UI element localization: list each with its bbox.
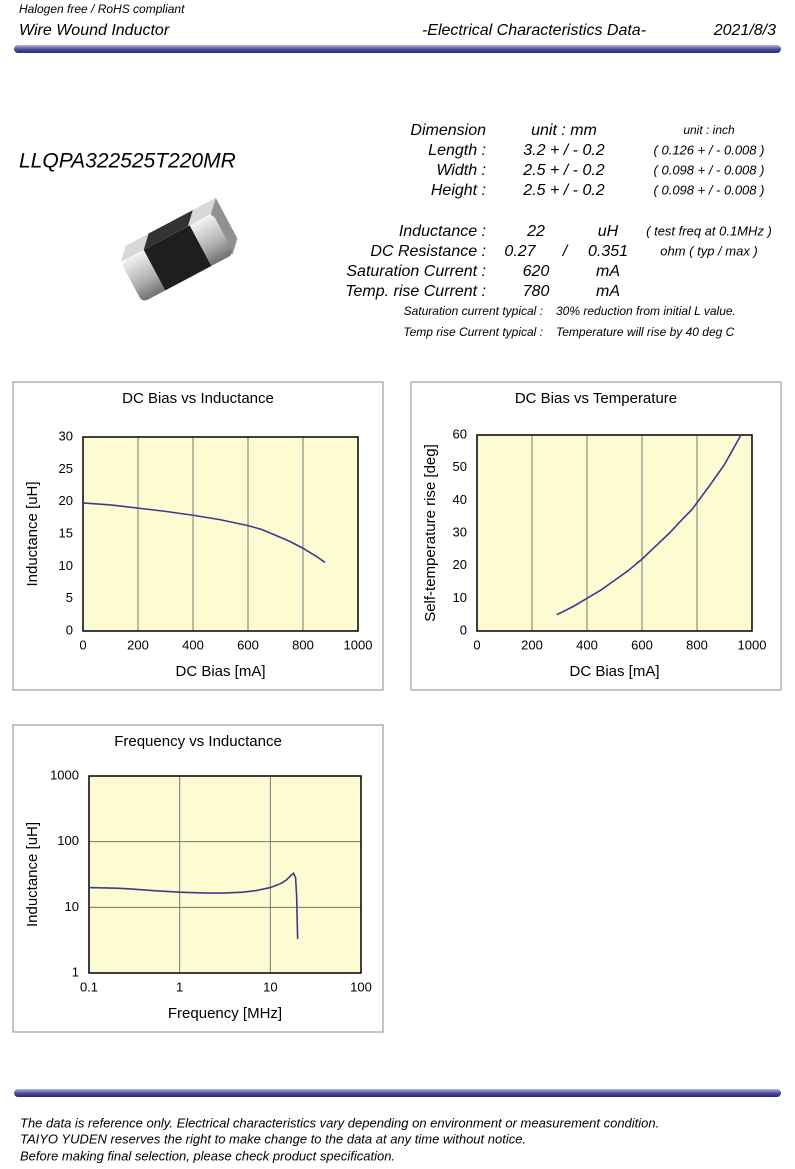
plot-area: [83, 437, 358, 631]
dimension-cell: ( 0.098 + / - 0.008 ): [654, 182, 765, 197]
doc-title: -Electrical Characteristics Data-: [422, 22, 646, 39]
spec-unit: mA: [596, 263, 620, 280]
spec-value: 22: [526, 223, 545, 240]
compliance: Halogen free / RoHS compliant: [19, 2, 185, 16]
y-tick-label: 5: [66, 590, 73, 605]
y-tick-label: 1000: [50, 767, 79, 782]
x-tick-label: 200: [127, 637, 149, 652]
note-text: Temperature will rise by 40 deg C: [556, 325, 735, 339]
x-tick-label: 1000: [344, 637, 373, 652]
note-label: Temp rise Current typical :: [403, 325, 543, 339]
dimension-header: unit : inch: [683, 123, 735, 137]
x-axis-label: DC Bias [mA]: [569, 663, 659, 680]
chart: 0 200 400 600 800 1000 0 5 10 15 20 25 30 DC Bias vs …: [12, 381, 384, 691]
note-text: 30% reduction from initial L value.: [556, 304, 736, 318]
data-line: [82, 502, 326, 564]
data-line: [88, 872, 299, 939]
x-tick-label: 600: [631, 637, 653, 652]
x-tick-label: 0: [79, 637, 86, 652]
y-tick-label: 20: [59, 493, 73, 508]
part-number: LLQPA322525T220MR: [19, 150, 236, 173]
component-image: [120, 197, 238, 301]
plot-border: [476, 434, 753, 632]
footer-line: TAIYO YUDEN reserves the right to make c…: [20, 1131, 526, 1146]
spec-label: DC Resistance :: [370, 243, 486, 260]
chart-title: Frequency vs Inductance: [114, 733, 282, 750]
dimension-cell: 2.5 + / - 0.2: [522, 162, 604, 179]
dimension-cell: Length :: [428, 142, 486, 159]
spec-value: 0.351: [588, 243, 628, 260]
x-tick-label: 400: [576, 637, 598, 652]
y-axis-label: Self-temperature rise [deg]: [422, 444, 439, 622]
date: 2021/8/3: [713, 22, 776, 39]
dimension-cell: Height :: [431, 182, 486, 199]
y-tick-label: 60: [453, 426, 467, 441]
data-line: [556, 434, 742, 616]
x-tick-label: 800: [686, 637, 708, 652]
footer-line: The data is reference only. Electrical c…: [20, 1115, 659, 1130]
x-axis-label: DC Bias [mA]: [175, 663, 265, 680]
plot-area: [477, 435, 752, 631]
x-tick-label: 400: [182, 637, 204, 652]
y-tick-label: 40: [453, 492, 467, 507]
note-label: Saturation current typical :: [404, 304, 543, 318]
x-tick-label: 1: [176, 979, 183, 994]
spec-separator: /: [562, 243, 569, 260]
y-tick-label: 20: [453, 557, 467, 572]
spec-label: Temp. rise Current :: [345, 283, 486, 300]
x-tick-label: 600: [237, 637, 259, 652]
y-tick-label: 50: [453, 459, 467, 474]
y-tick-label: 10: [65, 899, 79, 914]
y-tick-label: 0: [460, 622, 467, 637]
dimension-cell: 3.2 + / - 0.2: [523, 142, 604, 159]
y-axis-label: Inductance [uH]: [24, 481, 41, 586]
x-tick-label: 0.1: [80, 979, 98, 994]
dimension-header: unit : mm: [531, 122, 597, 139]
spec-unit: mA: [596, 283, 620, 300]
y-tick-label: 30: [453, 524, 467, 539]
y-axis-label: Inductance [uH]: [24, 822, 41, 927]
y-tick-label: 10: [453, 590, 467, 605]
dimension-cell: Width :: [436, 162, 486, 179]
footer-bar: [14, 1089, 781, 1097]
x-tick-label: 800: [292, 637, 314, 652]
x-axis-label: Frequency [MHz]: [168, 1005, 282, 1022]
footer-line: Before making final selection, please ch…: [20, 1148, 395, 1163]
spec-unit: uH: [598, 223, 619, 240]
spec-value: 780: [523, 283, 550, 300]
spec-note: ( test freq at 0.1MHz ): [646, 223, 772, 238]
y-tick-label: 25: [59, 461, 73, 476]
y-tick-label: 1: [72, 964, 79, 979]
chart: 0 200 400 600 800 1000 0 10 20 30 40 50 60 DC Bias vs…: [410, 381, 782, 691]
chart-title: DC Bias vs Inductance: [122, 390, 274, 407]
y-tick-label: 0: [66, 622, 73, 637]
spec-value: 0.27: [504, 243, 536, 260]
dimension-cell: ( 0.098 + / - 0.008 ): [654, 162, 765, 177]
header-bar: [14, 45, 781, 53]
dimension-header: Dimension: [410, 122, 486, 139]
product-type: Wire Wound Inductor: [19, 22, 170, 39]
x-tick-label: 1000: [738, 637, 767, 652]
x-tick-label: 100: [350, 979, 372, 994]
plot-border: [88, 775, 362, 974]
chart-title: DC Bias vs Temperature: [515, 390, 677, 407]
x-tick-label: 200: [521, 637, 543, 652]
y-tick-label: 10: [59, 558, 73, 573]
spec-label: Inductance :: [399, 223, 486, 240]
dimension-cell: ( 0.126 + / - 0.008 ): [654, 142, 765, 157]
y-tick-label: 30: [59, 428, 73, 443]
dimension-cell: 2.5 + / - 0.2: [522, 182, 604, 199]
spec-note: ohm ( typ / max ): [660, 243, 758, 258]
plot-area: [89, 776, 361, 973]
plot-border: [82, 436, 359, 632]
x-tick-label: 10: [263, 979, 277, 994]
x-tick-label: 0: [473, 637, 480, 652]
y-tick-label: 15: [59, 525, 73, 540]
spec-label: Saturation Current :: [346, 263, 486, 280]
y-tick-label: 100: [57, 833, 79, 848]
spec-value: 620: [523, 263, 550, 280]
